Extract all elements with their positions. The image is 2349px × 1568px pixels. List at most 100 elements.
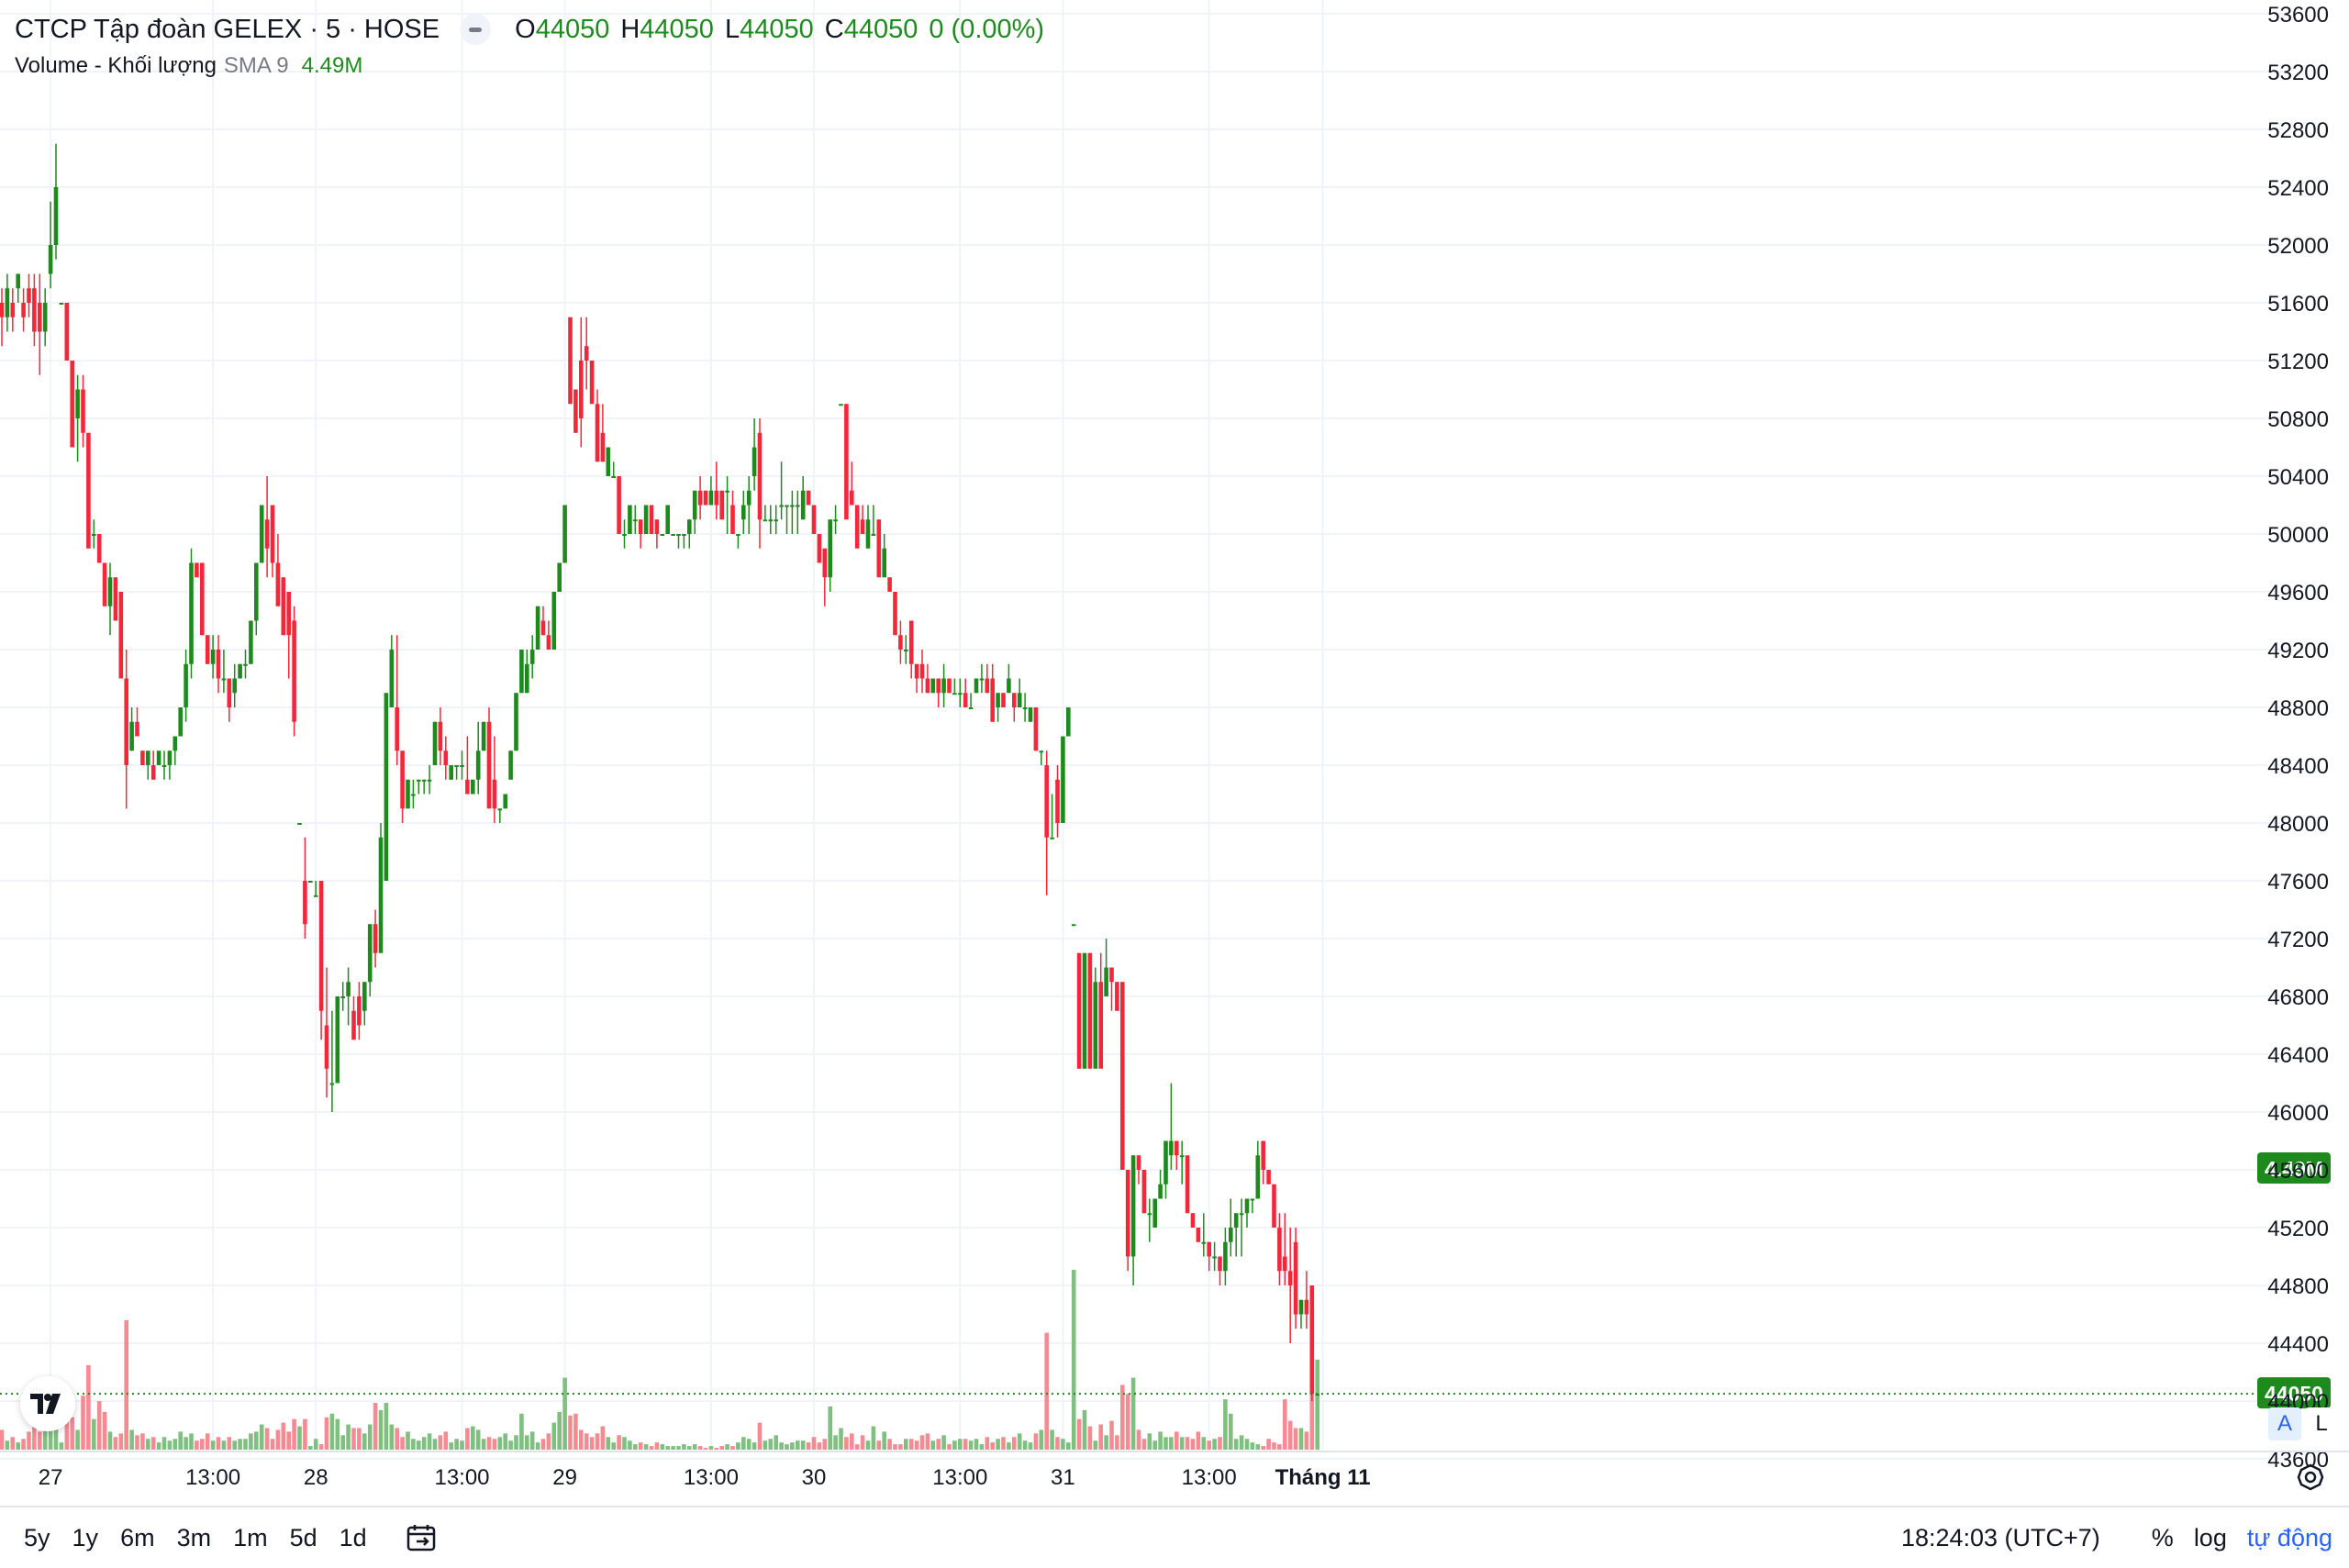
candle-body: [150, 765, 156, 780]
volume-bar: [703, 1448, 708, 1450]
volume-bar: [21, 1439, 26, 1450]
price-change: 0 (0.00%): [929, 14, 1045, 44]
volume-bar: [497, 1437, 503, 1450]
candle-body: [140, 751, 145, 765]
candle-body: [1218, 1256, 1222, 1272]
high-key: H: [620, 14, 640, 44]
candlestick-chart[interactable]: 4.49M 44050 53600 53200 52800 52400 52000 5160…: [0, 0, 2349, 1505]
volume-bar: [449, 1442, 453, 1450]
candle-body: [107, 577, 113, 606]
volume-bar: [1163, 1437, 1168, 1450]
candle-body: [1179, 1155, 1185, 1158]
y-tick-label: 53200: [2267, 61, 2329, 85]
tradingview-logo[interactable]: [20, 1376, 75, 1431]
range-6m-button[interactable]: 6m: [120, 1523, 155, 1551]
candle-body: [400, 751, 405, 809]
volume-bar: [1076, 1418, 1082, 1450]
auto-scale-toggle[interactable]: tự động: [2246, 1523, 2332, 1551]
volume-bar: [562, 1377, 567, 1450]
volume-bar: [1087, 1426, 1093, 1450]
candle-body: [184, 663, 188, 707]
candle-body: [1190, 1213, 1196, 1228]
candle-body: [406, 779, 410, 809]
volume-bar: [281, 1422, 286, 1450]
volume-bar: [107, 1431, 113, 1450]
candle-body: [421, 779, 427, 782]
volume-bar: [1293, 1428, 1298, 1450]
y-tick-label: 45200: [2267, 1217, 2329, 1241]
candle-body: [64, 303, 70, 361]
last-price-label: 44050: [2265, 1382, 2323, 1406]
auto-scale-button[interactable]: A: [2268, 1407, 2301, 1440]
go-to-date-icon[interactable]: [406, 1523, 439, 1552]
candle-body: [1174, 1140, 1179, 1156]
volume-bar: [822, 1439, 828, 1450]
volume-bar: [557, 1411, 562, 1450]
volume-bar: [535, 1442, 540, 1450]
last-price-badge: [2257, 1377, 2331, 1409]
y-tick-label: 51600: [2267, 292, 2329, 317]
candle-body: [1255, 1155, 1261, 1199]
volume-label[interactable]: Volume - Khối lượng: [15, 53, 217, 78]
collapse-legend-icon[interactable]: [460, 14, 492, 45]
candle-body: [417, 779, 421, 782]
volume-bar: [871, 1426, 876, 1450]
bottom-toolbar: 5y 1y 6m 3m 1m 5d 1d 18:24:03 (UTC+7) % …: [0, 1506, 2349, 1568]
clock[interactable]: 18:24:03 (UTC+7): [1900, 1523, 2100, 1551]
volume-bar: [893, 1444, 897, 1450]
candle-body: [757, 432, 763, 520]
volume-bar: [746, 1439, 751, 1450]
volume-bar: [1061, 1439, 1065, 1450]
volume-bar: [774, 1435, 778, 1450]
range-3m-button[interactable]: 3m: [176, 1523, 212, 1551]
candle-body: [264, 519, 270, 549]
range-1m-button[interactable]: 1m: [233, 1523, 268, 1551]
candle-body: [979, 678, 985, 681]
candle-body: [38, 303, 42, 332]
y-tick-label: 49600: [2267, 581, 2329, 606]
symbol-title[interactable]: CTCP Tập đoàn GELEX · 5 · HOSE: [15, 14, 440, 44]
volume-bar: [1223, 1399, 1228, 1450]
volume-bar: [654, 1442, 660, 1450]
candle-body: [941, 678, 946, 694]
volume-bar: [665, 1446, 670, 1450]
log-scale-toggle[interactable]: log: [2193, 1523, 2227, 1551]
range-5y-button[interactable]: 5y: [24, 1523, 50, 1551]
range-1y-button[interactable]: 1y: [72, 1523, 99, 1551]
volume-bar: [697, 1446, 703, 1450]
candle-body: [129, 721, 134, 751]
log-scale-button[interactable]: L: [2305, 1407, 2338, 1440]
x-tick-label: 13:00: [932, 1465, 987, 1490]
range-1d-button[interactable]: 1d: [339, 1523, 367, 1551]
volume-bar: [687, 1446, 692, 1450]
volume-bar: [492, 1439, 497, 1450]
volume-bar: [508, 1440, 513, 1450]
range-5d-button[interactable]: 5d: [289, 1523, 317, 1551]
volume-bar: [1028, 1442, 1033, 1450]
candle-body: [1061, 736, 1065, 823]
settings-icon[interactable]: [2294, 1461, 2327, 1494]
candle-body: [730, 505, 735, 534]
volume-bar: [811, 1437, 817, 1450]
candle-body: [1250, 1198, 1255, 1201]
candle-body: [893, 592, 897, 636]
candle-body: [340, 996, 345, 998]
volume-bar: [124, 1319, 128, 1450]
volume-bar: [725, 1444, 729, 1450]
volume-bar: [335, 1418, 340, 1450]
volume-bar: [551, 1422, 557, 1450]
volume-bar: [611, 1442, 616, 1450]
candle-body: [974, 678, 979, 694]
candle-body: [75, 389, 80, 418]
candle-body: [682, 534, 686, 536]
volume-bar: [1190, 1439, 1196, 1450]
y-tick-label: 53600: [2267, 3, 2329, 28]
candle-body: [746, 490, 751, 506]
volume-bar: [882, 1431, 886, 1450]
y-tick-label: 48000: [2267, 812, 2329, 837]
candle-body: [486, 721, 492, 809]
percent-scale-button[interactable]: %: [2151, 1523, 2174, 1551]
volume-bar: [1033, 1433, 1039, 1450]
volume-bar: [92, 1418, 96, 1450]
